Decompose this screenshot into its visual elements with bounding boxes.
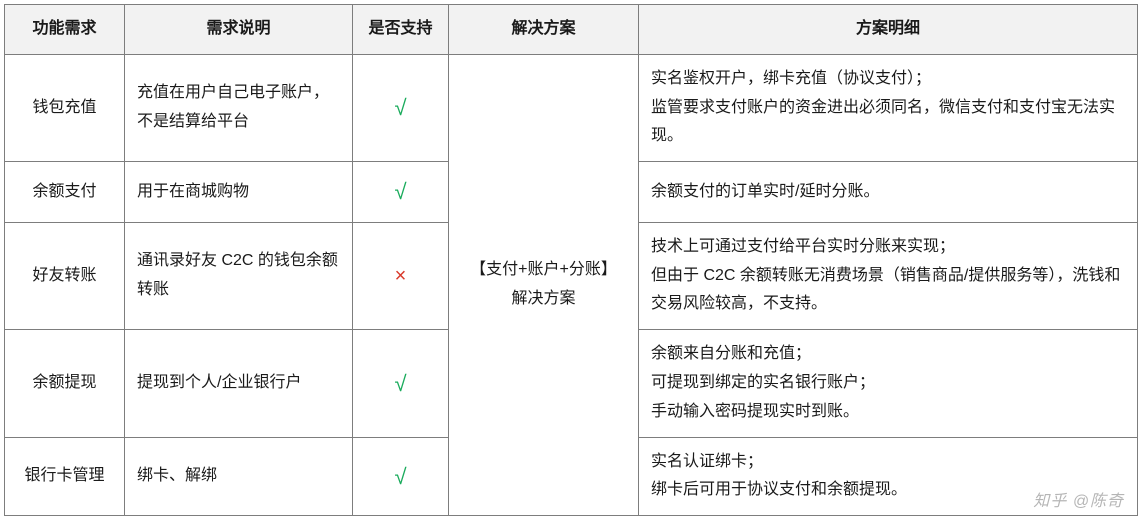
table-header-row: 功能需求 需求说明 是否支持 解决方案 方案明细 <box>5 5 1138 55</box>
cell-detail: 余额来自分账和充值； 可提现到绑定的实名银行账户； 手动输入密码提现实时到账。 <box>639 330 1138 437</box>
col-header-support: 是否支持 <box>353 5 449 55</box>
cell-support: √ <box>353 162 449 223</box>
col-header-desc: 需求说明 <box>125 5 353 55</box>
cell-detail: 技术上可通过支付给平台实时分账来实现； 但由于 C2C 余额转账无消费场景（销售… <box>639 222 1138 329</box>
cell-desc: 用于在商城购物 <box>125 162 353 223</box>
cell-detail: 实名鉴权开户，绑卡充值（协议支付）； 监管要求支付账户的资金进出必须同名，微信支… <box>639 54 1138 161</box>
feature-table: 功能需求 需求说明 是否支持 解决方案 方案明细 钱包充值充值在用户自己电子账户… <box>4 4 1138 516</box>
cell-desc: 通讯录好友 C2C 的钱包余额转账 <box>125 222 353 329</box>
cell-support: √ <box>353 54 449 161</box>
check-icon: √ <box>394 464 406 489</box>
cell-feature: 好友转账 <box>5 222 125 329</box>
cell-desc: 绑卡、解绑 <box>125 437 353 516</box>
cell-solution-merged: 【支付+账户+分账】 解决方案 <box>449 54 639 515</box>
cell-support: √ <box>353 437 449 516</box>
cell-desc: 充值在用户自己电子账户，不是结算给平台 <box>125 54 353 161</box>
col-header-feature: 功能需求 <box>5 5 125 55</box>
check-icon: √ <box>394 371 406 396</box>
cross-icon: × <box>395 265 407 287</box>
cell-support: × <box>353 222 449 329</box>
cell-support: √ <box>353 330 449 437</box>
check-icon: √ <box>394 179 406 204</box>
col-header-detail: 方案明细 <box>639 5 1138 55</box>
col-header-solution: 解决方案 <box>449 5 639 55</box>
check-icon: √ <box>394 95 406 120</box>
table-row: 钱包充值充值在用户自己电子账户，不是结算给平台√【支付+账户+分账】 解决方案实… <box>5 54 1138 161</box>
cell-feature: 银行卡管理 <box>5 437 125 516</box>
cell-feature: 余额提现 <box>5 330 125 437</box>
cell-detail: 实名认证绑卡； 绑卡后可用于协议支付和余额提现。 <box>639 437 1138 516</box>
cell-feature: 钱包充值 <box>5 54 125 161</box>
cell-detail: 余额支付的订单实时/延时分账。 <box>639 162 1138 223</box>
cell-feature: 余额支付 <box>5 162 125 223</box>
cell-desc: 提现到个人/企业银行户 <box>125 330 353 437</box>
table-body: 钱包充值充值在用户自己电子账户，不是结算给平台 √ 【支付+账户+分账】 解决方案实… <box>5 54 1138 515</box>
